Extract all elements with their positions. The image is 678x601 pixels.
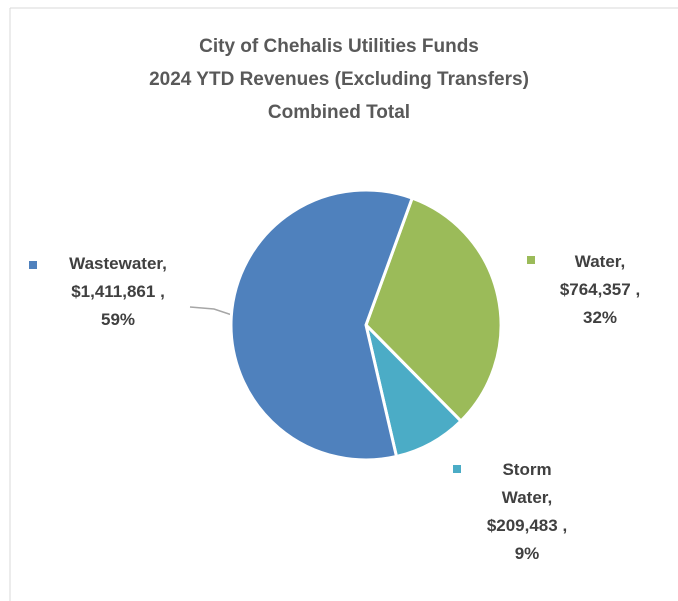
label-percent: 9% [514, 544, 540, 563]
pie-slice [364, 196, 503, 424]
pie-slice [229, 188, 415, 462]
label-percent: 32% [582, 308, 618, 327]
data-label: Wastewater $1,411,861 59% [48, 250, 188, 334]
title-line: Combined Total [267, 102, 411, 123]
data-label: Storm Water $209,483 9% [480, 456, 574, 568]
legend-swatch [29, 261, 37, 269]
label-name: Wastewater [69, 254, 167, 273]
label-value: $209,483 [480, 512, 574, 540]
label-percent: 59% [100, 310, 136, 329]
label-name: Water [575, 252, 625, 271]
title-line: 2024 YTD Revenues (Excluding Transfers) [149, 69, 529, 90]
label-name: Storm Water [502, 460, 552, 507]
title-line: City of Chehalis Utilities Funds [199, 36, 479, 57]
data-label: Water $764,357 32% [550, 248, 650, 332]
legend-swatch [453, 465, 461, 473]
label-value: $764,357 [550, 276, 650, 304]
legend-swatch [527, 256, 535, 264]
chart-title: City of Chehalis Utilities Funds 2024 YT… [0, 30, 678, 129]
label-value: $1,411,861 [48, 278, 188, 306]
leader-line [189, 306, 233, 316]
